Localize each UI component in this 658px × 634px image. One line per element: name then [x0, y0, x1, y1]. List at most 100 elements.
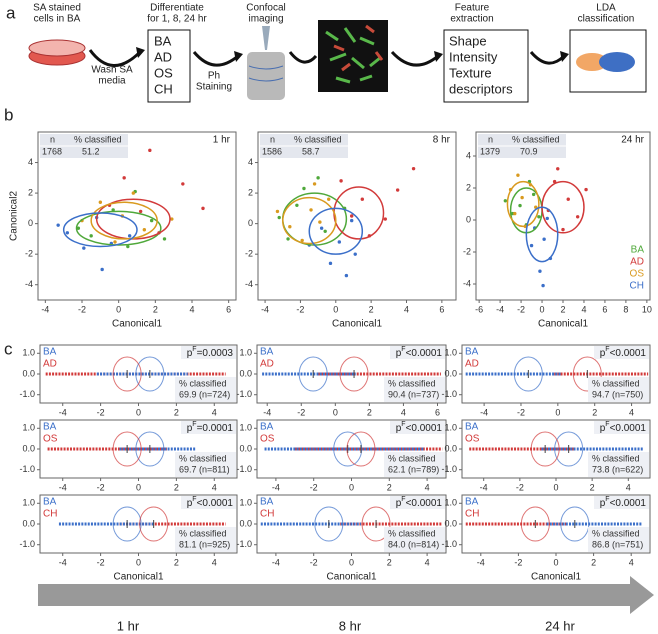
y-tick-label: -4: [245, 279, 253, 289]
mean-circle: [135, 431, 165, 467]
point: [344, 273, 349, 278]
mean-circle: [298, 356, 328, 392]
table-header: n: [270, 134, 275, 144]
classified-label: % classified: [592, 528, 640, 538]
p-value: pF<0.0001: [396, 496, 443, 509]
y-tick-label: -4: [463, 278, 471, 288]
stat-symbol: p: [187, 498, 193, 509]
x-tick-label: 4: [425, 557, 430, 567]
classified-bg: [588, 452, 649, 477]
point: [201, 206, 205, 211]
y-tick-label: 0: [466, 214, 471, 224]
x-tick-label: 0: [136, 482, 141, 492]
point: [149, 218, 154, 223]
point: [561, 227, 565, 232]
legend-entry: OS: [630, 269, 645, 280]
x-tick-label: 4: [425, 482, 430, 492]
x-tick-label: 0: [553, 482, 558, 492]
descriptor: descriptors: [449, 81, 513, 96]
y-tick-label: 0: [28, 218, 33, 228]
panel-label: b: [4, 105, 13, 124]
stat-superscript: F: [401, 421, 405, 428]
point: [339, 179, 343, 183]
step-text: Differentiate: [150, 3, 204, 14]
x-tick-label: 4: [212, 557, 217, 567]
y-tick-label: 2: [466, 182, 471, 192]
p-value: pF<0.0001: [600, 346, 647, 359]
classified-label: % classified: [592, 378, 640, 388]
x-tick-label: 0: [136, 557, 141, 567]
point: [575, 215, 580, 219]
stat-bg: [390, 496, 445, 509]
x-tick-label: 4: [626, 482, 631, 492]
step-text: cells in BA: [34, 14, 81, 25]
stat-superscript: F: [192, 496, 196, 503]
mean-circle: [346, 431, 376, 467]
legend-entry: BA: [260, 497, 274, 508]
x-tick-label: 4: [581, 304, 586, 314]
x-tick-label: -4: [480, 482, 488, 492]
x-tick-label: 2: [369, 304, 374, 314]
point: [542, 237, 546, 241]
y-tick-label: 0.0: [239, 518, 252, 528]
legend-entry: AD: [43, 359, 57, 370]
point: [56, 223, 60, 227]
x-tick-label: 4: [401, 407, 406, 417]
classified-bg: [384, 527, 445, 552]
mean-circle: [554, 431, 584, 467]
y-tick-label: 4: [248, 157, 253, 167]
stat-symbol: p: [600, 423, 606, 434]
point: [126, 244, 130, 249]
y-tick-label: 1.0: [22, 498, 35, 508]
stat-bg: [181, 421, 236, 434]
point: [323, 229, 327, 233]
y-axis-label: Canonical2: [9, 191, 20, 241]
point: [556, 167, 560, 171]
y-tick-label: 1.0: [22, 348, 35, 358]
descriptor: Intensity: [449, 49, 498, 64]
x-tick-label: 0: [116, 304, 121, 314]
x-tick-label: 0: [555, 407, 560, 417]
x-tick-label: 2: [153, 304, 158, 314]
x-tick-label: -4: [261, 304, 269, 314]
arrow: [288, 51, 318, 64]
table-cell: 58.7: [302, 146, 320, 156]
x-tick-label: -4: [41, 304, 49, 314]
x-axis-label: Canonical1: [113, 572, 163, 583]
y-tick-label: 0.0: [444, 518, 457, 528]
x-tick-label: 2: [590, 482, 595, 492]
y-tick-label: 0.0: [444, 368, 457, 378]
x-tick-label: 2: [174, 557, 179, 567]
x-axis-label: Canonical1: [538, 319, 588, 330]
point: [286, 237, 290, 241]
step-text: imaging: [248, 14, 283, 25]
x-tick-label: 2: [560, 304, 565, 314]
stat-superscript: F: [401, 346, 405, 353]
legend-entry: CH: [465, 509, 479, 520]
x-tick-label: -4: [59, 557, 67, 567]
stat-superscript: F: [192, 421, 196, 428]
classified-text: 69.9 (n=724): [179, 389, 230, 399]
table-header: n: [50, 134, 55, 144]
classified-bg: [588, 377, 649, 402]
legend-entry: CH: [43, 509, 57, 520]
point: [288, 224, 292, 229]
condition: OS: [154, 65, 173, 80]
mean-circle: [314, 506, 344, 542]
x-tick-label: 0: [553, 557, 558, 567]
y-tick-label: 4: [28, 157, 33, 167]
legend-entry: AD: [630, 257, 644, 268]
legend-entry: BA: [631, 245, 645, 256]
point: [181, 182, 185, 186]
time-label: 24 hr: [545, 618, 575, 633]
x-tick-label: 4: [404, 304, 409, 314]
stat-superscript: F: [401, 496, 405, 503]
point: [111, 208, 115, 212]
x-tick-label: -4: [480, 407, 488, 417]
y-tick-label: 4: [466, 150, 471, 160]
table-cell: 1379: [480, 146, 500, 156]
x-tick-label: 2: [174, 482, 179, 492]
time-label: 8 hr: [433, 135, 451, 146]
step-text: Feature: [455, 3, 490, 14]
decoration: [576, 53, 608, 71]
